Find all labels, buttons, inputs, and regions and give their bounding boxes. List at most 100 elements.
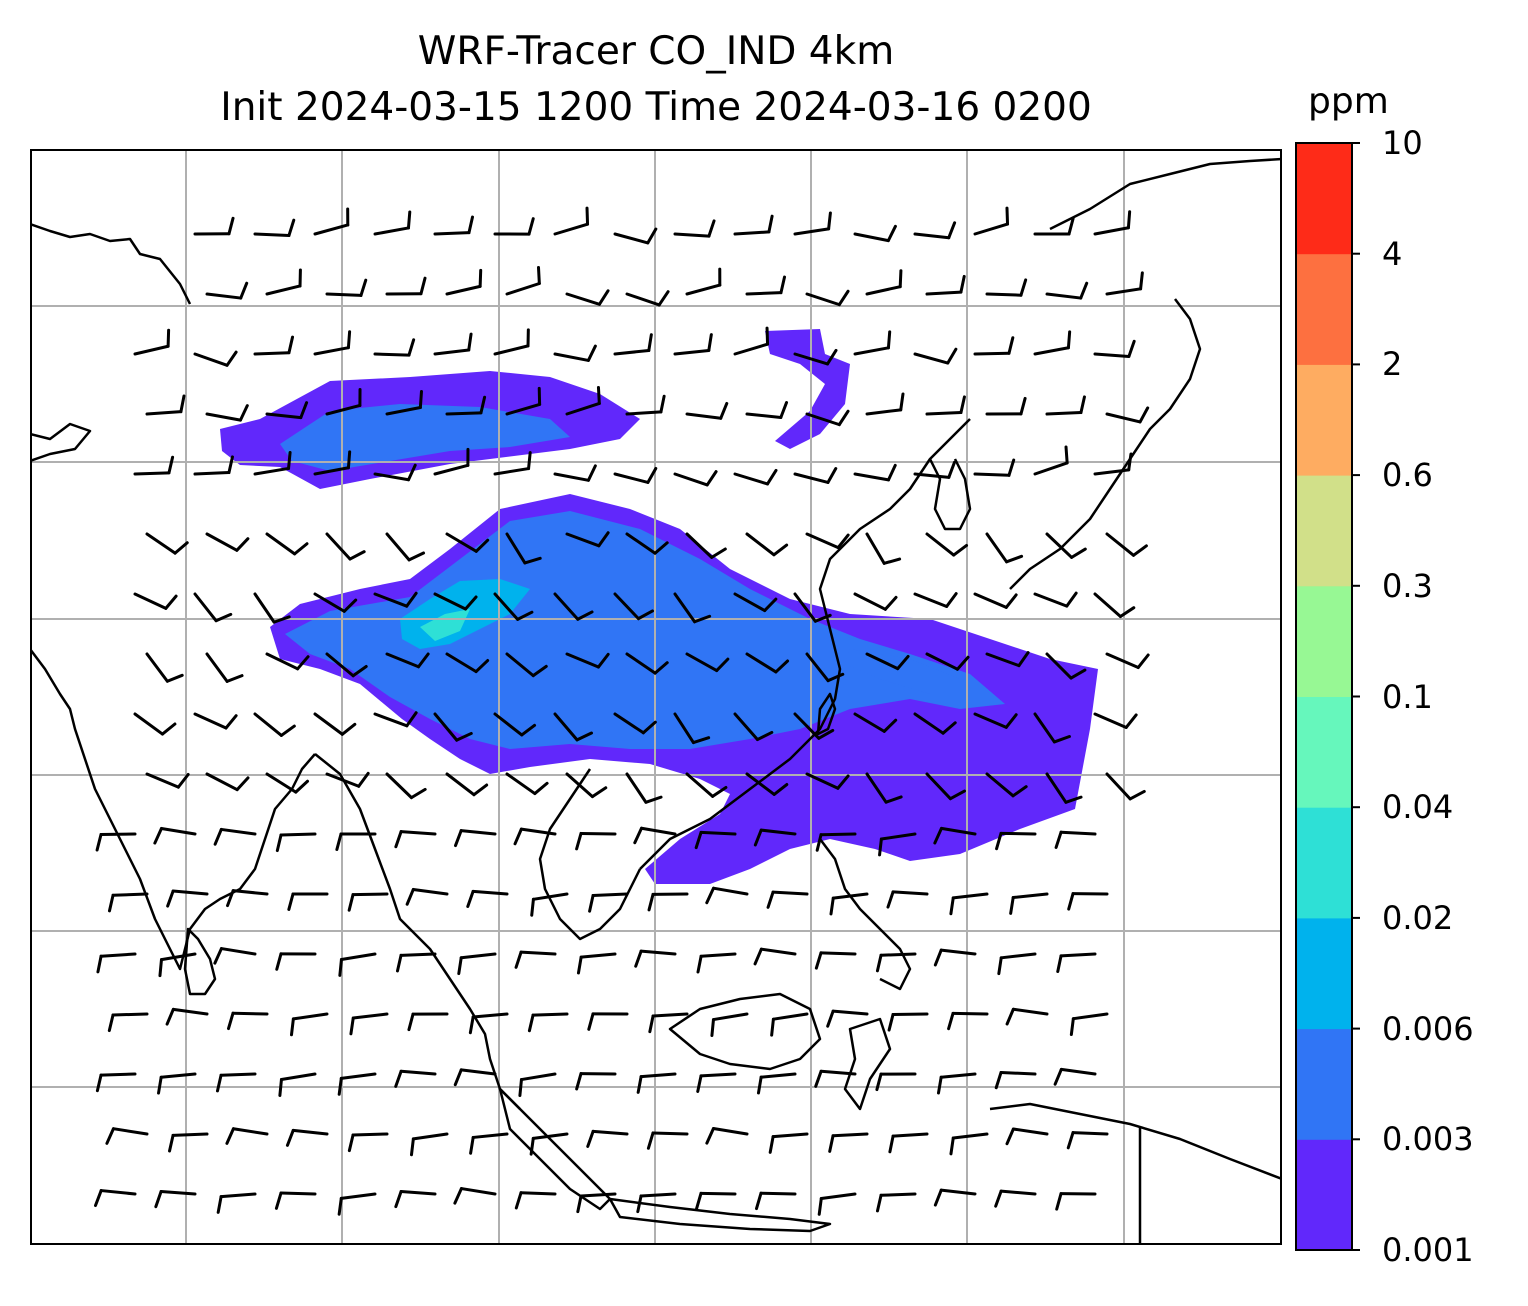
wind-barb [347,1132,389,1153]
wind-barb [925,395,966,416]
coastline-india [30,648,316,971]
wind-barb [553,592,594,621]
concentration-shading [220,329,1098,884]
wind-barb [793,211,832,236]
wind-barb [527,1012,569,1033]
wind-barb [433,712,473,742]
wind-barb [625,772,663,804]
colorbar-bin-9 [1296,143,1352,255]
coastline-sakhalin [1049,157,1282,231]
wind-barb [575,1072,617,1091]
wind-barb [325,771,370,788]
wind-barb [165,1007,209,1026]
wind-barb [505,386,542,416]
wind-barb [193,350,238,367]
wind-barb [1033,712,1071,744]
wind-barb [973,458,1016,477]
wind-barb [705,886,749,905]
colorbar-bin-8 [1296,253,1352,365]
wind-barb [227,1011,269,1031]
wind-barb [513,827,557,846]
wind-barb [887,1012,929,1032]
wind-barb [193,455,234,476]
wind-barb [995,831,1037,851]
wind-barb [817,1192,857,1216]
wind-barb [997,952,1037,976]
wind-barb [445,772,489,797]
wind-barb [973,712,1018,729]
wind-barb [947,1011,989,1031]
wind-barb [753,828,797,847]
wind-barb [613,466,658,484]
wind-barb [695,1191,737,1211]
wind-barb [587,1012,629,1031]
wind-barb [433,447,470,476]
colorbar-tick-label: 2 [1382,345,1403,384]
wind-barb [1093,592,1136,619]
wind-barb [493,592,534,621]
wind-barb [289,1012,329,1037]
wind-barb [433,332,473,356]
wind-barb [1053,1067,1097,1086]
wind-barb [586,1129,629,1148]
colorbar-bin-5 [1296,585,1352,697]
gridlines [30,149,1282,1245]
wind-barb [287,892,329,911]
wind-barb [553,712,594,742]
wind-barb [466,889,509,908]
wind-barb [888,1132,929,1154]
wind-barb [253,335,295,356]
wind-barb [949,1132,989,1156]
wind-barb [385,532,426,562]
wind-barb [313,330,352,356]
wind-barb [613,592,654,621]
wind-barb [925,532,969,557]
coastline-caspian [30,422,92,463]
coastline-vietnam [538,768,642,941]
wind-barb [325,387,362,416]
wind-barb [337,1192,377,1216]
wind-barb [1033,591,1078,608]
wind-barb [994,1189,1037,1208]
plume-teal-core [420,609,470,641]
wind-barb [1005,1127,1049,1146]
wind-barb [814,951,857,970]
wind-barb [265,268,302,296]
wind-barb [696,952,737,974]
wind-barb [575,831,617,851]
wind-barb [1009,892,1049,915]
wind-barb [1033,330,1072,356]
wind-barb [313,450,352,476]
wind-barb [1069,1012,1109,1037]
coastline-taiwan [816,692,837,736]
wind-barb [349,1012,389,1036]
wind-barb [1067,892,1109,911]
wind-barb [694,830,737,850]
wind-barb [385,276,427,296]
wind-barb [865,772,903,804]
colorbar-bin-7 [1296,364,1352,476]
wind-barb [673,470,718,487]
wind-barb [553,206,590,236]
wind-barb [875,952,917,973]
wind-barb [373,591,418,608]
map-border [30,149,1282,1245]
wind-barb [685,532,727,559]
wind-barb [985,772,1028,798]
wind-barb [505,652,548,678]
colorbar-tick-label: 10 [1382,124,1423,162]
wind-barb [673,712,711,745]
wind-barb [766,890,809,909]
wind-barbs [93,206,1150,1216]
wind-barb [565,652,610,669]
wind-barb [433,215,474,236]
wind-barb [530,892,569,917]
wind-barb [768,1132,809,1154]
wind-barb [770,1012,809,1037]
wind-barb [565,772,608,799]
wind-barb [853,463,897,482]
wind-barb [225,1127,269,1145]
wind-barb [913,221,957,240]
wind-barb [1045,395,1086,416]
wind-barb [878,832,917,857]
